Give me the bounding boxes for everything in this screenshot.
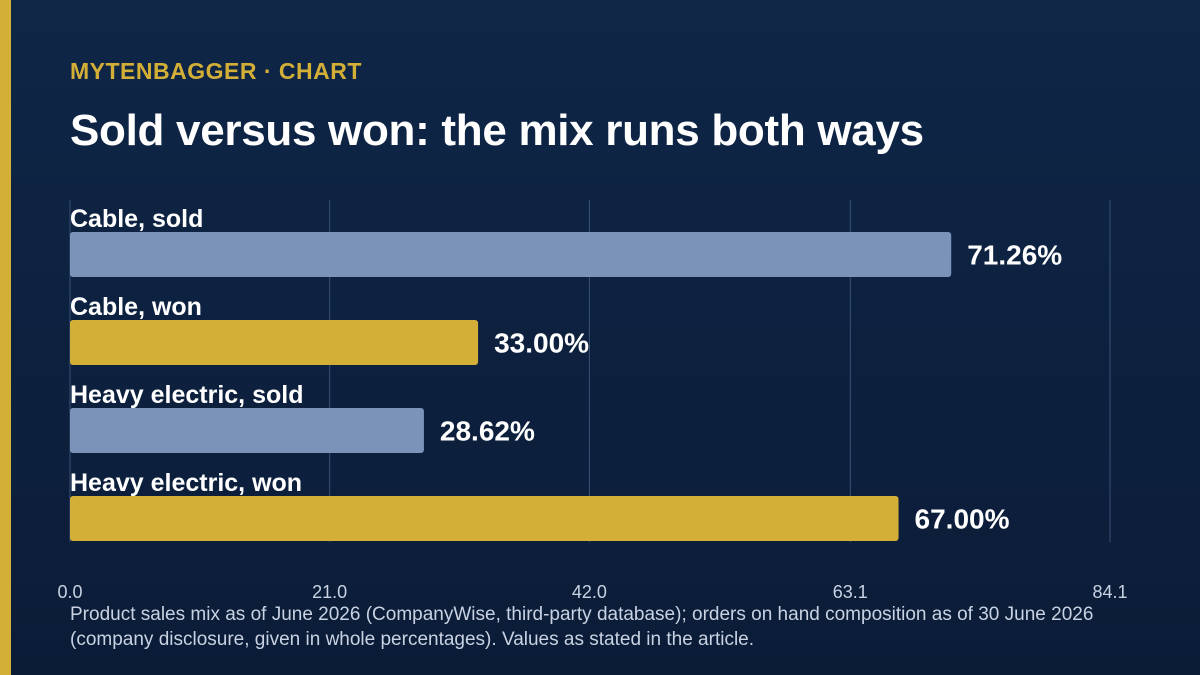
value-label: 67.00% xyxy=(915,504,1010,535)
value-label: 71.26% xyxy=(967,240,1062,271)
eyebrow-label: MYTENBAGGER · CHART xyxy=(70,58,362,84)
x-tick-label: 0.0 xyxy=(57,582,82,602)
value-label: 28.62% xyxy=(440,416,535,447)
source-footnote: Product sales mix as of June 2026 (Compa… xyxy=(70,604,1094,650)
x-tick-label: 84.1 xyxy=(1092,582,1127,602)
category-label: Heavy electric, sold xyxy=(70,381,303,409)
bar xyxy=(70,496,899,541)
x-tick-label: 42.0 xyxy=(572,582,607,602)
accent-stripe xyxy=(0,0,11,675)
x-tick-label: 21.0 xyxy=(312,582,347,602)
value-label: 33.00% xyxy=(494,328,589,359)
category-label: Cable, won xyxy=(70,293,202,321)
category-label: Cable, sold xyxy=(70,205,203,233)
bar xyxy=(70,320,479,365)
chart-title: Sold versus won: the mix runs both ways xyxy=(70,106,924,155)
category-label: Heavy electric, won xyxy=(70,469,302,497)
bar xyxy=(70,408,424,453)
x-tick-label: 63.1 xyxy=(833,582,868,602)
bar xyxy=(70,232,952,277)
